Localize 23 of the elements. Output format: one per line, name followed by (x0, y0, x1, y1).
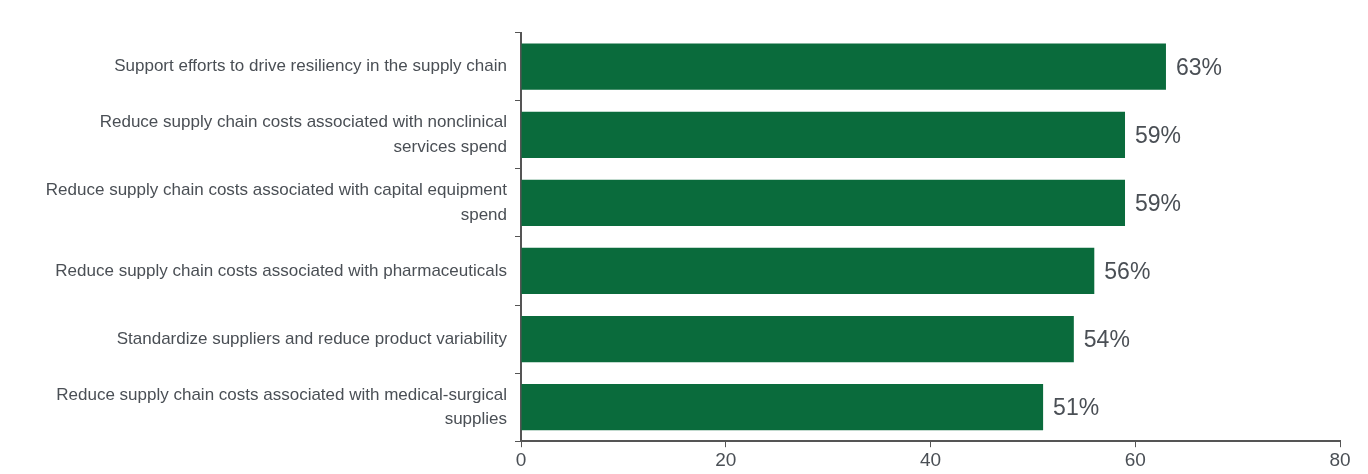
y-tick-label: Support efforts to drive resiliency in the supply chain (114, 56, 507, 76)
data-label: 59% (1135, 122, 1182, 149)
data-label: 56% (1104, 258, 1151, 285)
bar (521, 111, 1126, 158)
y-tick-label: Reduce supply chain costs associated with nonclinical services spend (99, 112, 507, 156)
bar (521, 179, 1126, 227)
bar (521, 384, 1044, 431)
bar (521, 43, 1166, 90)
y-tick-label: Standardize suppliers and reduce product variability (116, 328, 508, 348)
y-tick-label: Reduce supply chain costs associated with medical-surgical supplies (56, 384, 507, 429)
y-tick-label: Reduce supply chain costs associated with capital equipment spend (45, 180, 508, 224)
data-label: 59% (1135, 190, 1182, 217)
x-tick-label: 40 (919, 448, 942, 470)
data-label: 54% (1083, 326, 1130, 353)
data-label: 51% (1053, 394, 1100, 421)
x-tick-label: 20 (715, 448, 737, 470)
bar (521, 247, 1095, 295)
x-tick-label: 80 (1329, 448, 1351, 470)
x-tick-label: 0 (515, 448, 527, 470)
bar (521, 315, 1074, 363)
y-tick-label: Reduce supply chain costs associated with pharmaceuticals (55, 260, 507, 280)
x-tick-label: 60 (1124, 448, 1146, 470)
data-label: 63% (1175, 54, 1223, 81)
